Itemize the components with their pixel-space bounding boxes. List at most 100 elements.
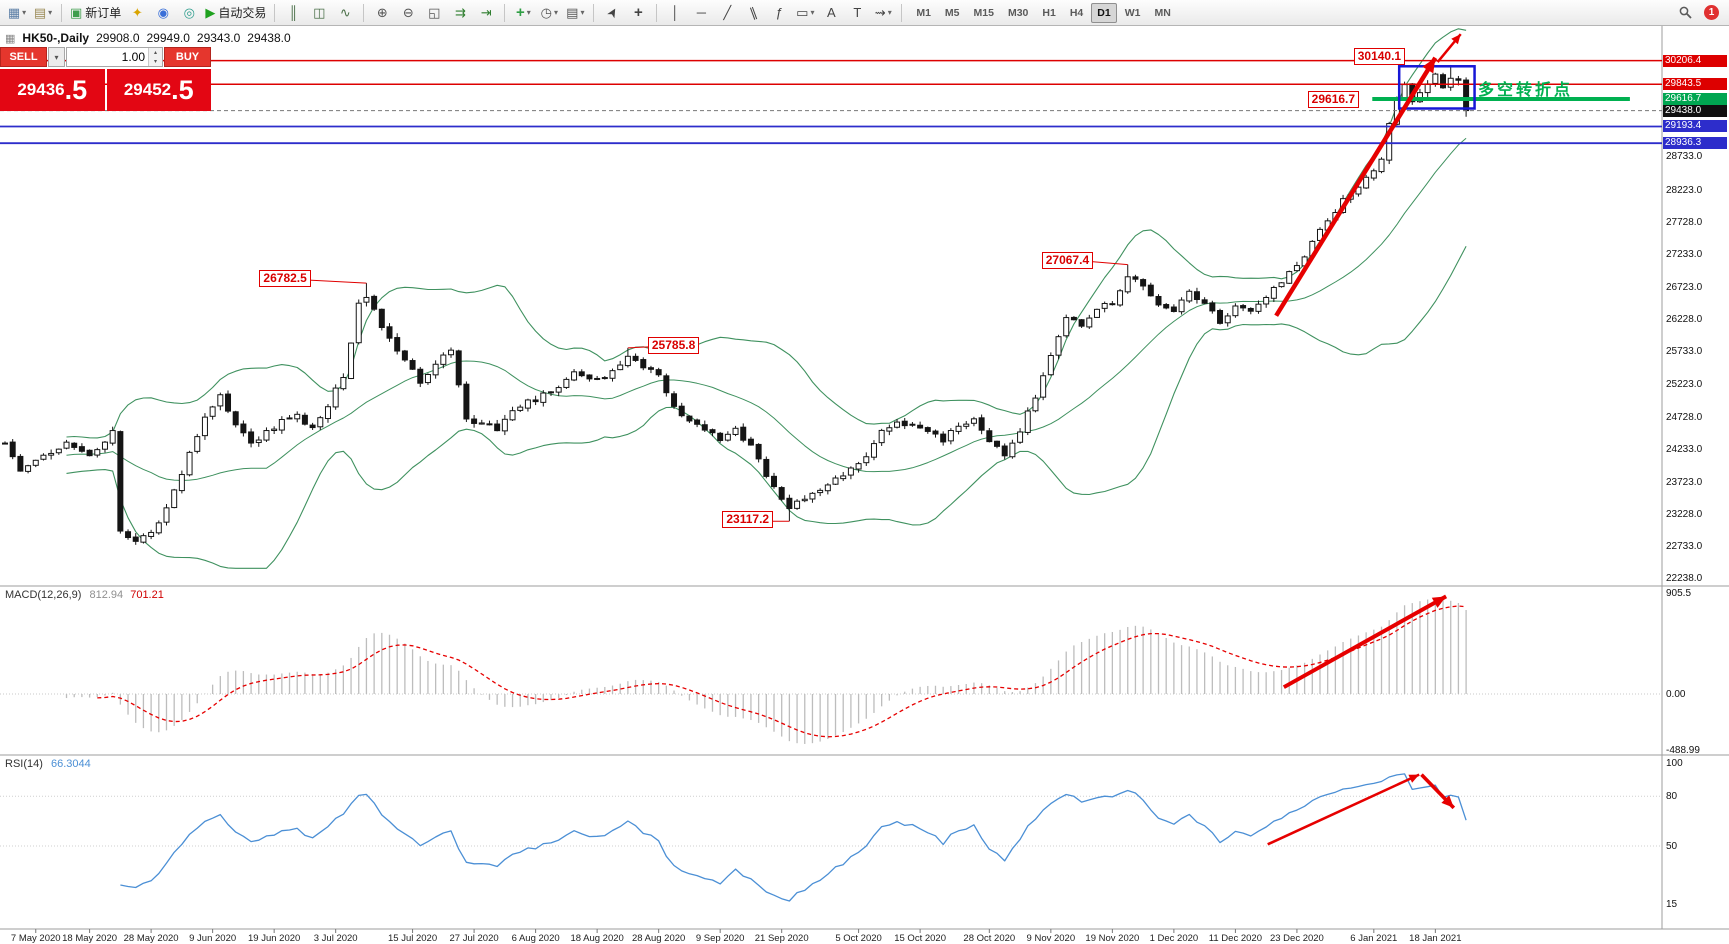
toolbar-separator [656,3,658,22]
community-icon: ◉ [157,5,169,20]
timeframe-m30[interactable]: M30 [1007,6,1029,19]
market-button[interactable]: ◎ [177,3,201,23]
toolbar-separator [504,3,506,22]
chart-shift-button[interactable]: ⇥ [474,3,498,23]
macd-indicator-label: MACD(12,26,9) 812.94 701.21 [5,589,164,601]
price-annotation[interactable]: 26782.5 [259,270,311,288]
caret-down-icon: ▾ [48,8,53,17]
timeframe-m1[interactable]: M1 [916,6,931,19]
rsi-axis-label: 50 [1666,841,1678,852]
new-chart-button[interactable]: ▦ ▾ [5,3,29,23]
rsi-axis-label: 80 [1666,791,1678,803]
candlestick-chart-button[interactable]: ◫ [307,3,331,23]
text-label-button[interactable]: T [845,3,869,23]
timeframe-mn[interactable]: MN [1154,6,1171,19]
rsi-axis-label: 15 [1666,899,1678,911]
caret-down-icon: ▾ [22,8,27,17]
horizontal-line-button[interactable]: ─ [689,3,713,23]
new-order-button[interactable]: ▣ 新订单 [68,3,123,23]
date-label: 5 Oct 2020 [835,933,882,944]
zoom-in-button[interactable]: ⊕ [370,3,394,23]
volume-decrease-button[interactable]: ▾ [149,57,162,66]
community-button[interactable]: ◉ [151,3,175,23]
ohlc-high: 29949.0 [146,31,190,45]
panel-separators [0,26,1729,930]
auto-scroll-button[interactable]: ⇉ [448,3,472,23]
price-annotation[interactable]: 23117.2 [722,511,774,529]
equidistant-channel-button[interactable]: ∥ [741,3,765,23]
timeframe-w1[interactable]: W1 [1124,6,1141,19]
volume-input[interactable] [67,48,148,66]
autotrading-icon: ▶ [205,5,216,20]
auto-scroll-icon: ⇉ [454,5,466,20]
arrows-icon: ⇝ [874,5,886,20]
date-label: 18 Aug 2020 [570,933,624,944]
arrows-button[interactable]: ⇝ ▾ [871,3,895,23]
date-label: 7 May 2020 [10,933,61,944]
candles-layer [2,64,1470,545]
timeframe-m5[interactable]: M5 [944,6,960,19]
volume-dropdown-button[interactable]: ▾ [48,47,65,67]
zoom-out-button[interactable]: ⊖ [396,3,420,23]
date-label: 9 Jun 2020 [189,933,237,944]
text-button[interactable]: A [819,3,843,23]
expert-advisors-button[interactable]: ✦ [125,3,149,23]
periods-button[interactable]: ◷ ▾ [537,3,561,23]
date-label: 19 Jun 2020 [247,933,301,944]
templates-icon: ▤ [566,5,579,20]
ohlc-open: 29908.0 [96,31,140,45]
vertical-line-icon: │ [671,5,680,20]
one-click-trading-panel: SELL ▾ ▴ ▾ BUY 29436.5 29452.5 [0,47,211,111]
turning-point-annotation[interactable]: 多空转折点 [1478,82,1574,99]
search-button[interactable] [1673,3,1697,23]
price-annotation[interactable]: 30140.1 [1353,47,1406,65]
trade-controls-row: SELL ▾ ▴ ▾ BUY [0,47,211,67]
price-axis-label: 27233.0 [1666,248,1703,260]
price-annotation[interactable]: 27067.4 [1041,251,1094,269]
macd-axis-label: 905.5 [1666,588,1692,599]
profiles-button[interactable]: ▤ ▾ [31,3,55,23]
templates-button[interactable]: ▤ ▾ [563,3,587,23]
expert-advisors-icon: ✦ [131,5,143,20]
date-label: 28 Oct 2020 [963,933,1016,944]
sell-price-button[interactable]: 29436.5 [0,69,105,111]
buy-price-button[interactable]: 29452.5 [106,69,211,111]
volume-spinner: ▴ ▾ [148,48,162,66]
notification-badge[interactable]: 1 [1704,5,1719,20]
symbol-period: HK50-,Daily [22,31,90,45]
timeframe-m15[interactable]: M15 [973,6,994,19]
rsi-axis-label: 100 [1666,758,1683,769]
sell-button[interactable]: SELL [0,47,47,67]
volume-increase-button[interactable]: ▴ [149,48,162,57]
crosshair-button[interactable]: + [626,3,650,23]
price-annotation[interactable]: 25785.8 [647,336,700,354]
autotrading-button[interactable]: ▶ 自动交易 [203,3,268,23]
line-chart-icon: ∿ [339,5,351,20]
shapes-button[interactable]: ▭ ▾ [793,3,817,23]
macd-main-value: 812.94 [89,589,124,601]
bollinger-bands [66,28,1467,569]
toolbar-groups: ▦ ▾ ▤ ▾ ▣ 新订单 ✦ ◉ ◎ ▶ 自动交易 ║ ◫ ∿ ⊕ ⊖ ◱ ⇉ ⇥ + ▾ ◷ ▾ ▤ ▾ ➤ + │ ─ ╱ ∥ ƒ ▭ ▾ A… [4,3,896,23]
timeframe-h1[interactable]: H1 [1042,6,1056,19]
vertical-line-button[interactable]: │ [663,3,687,23]
tile-windows-button[interactable]: ◱ [422,3,446,23]
buy-button[interactable]: BUY [164,47,211,67]
bar-chart-button[interactable]: ║ [281,3,305,23]
fibonacci-button[interactable]: ƒ [767,3,791,23]
indicators-button[interactable]: + ▾ [511,3,535,23]
trend-arrows[interactable] [1267,33,1462,846]
timeframe-h4[interactable]: H4 [1069,6,1084,19]
autotrading-button-label: 自动交易 [218,6,267,20]
line-chart-button[interactable]: ∿ [333,3,357,23]
caret-down-icon: ▾ [553,8,558,17]
price-annotation[interactable]: 29616.7 [1307,90,1360,108]
periods-icon: ◷ [540,5,552,20]
drawn-objects[interactable] [1372,65,1630,110]
rsi-name: RSI(14) [5,758,43,770]
trendline-button[interactable]: ╱ [715,3,739,23]
timeframe-d1[interactable]: D1 [1091,2,1117,23]
price-axis-marker: 28936.3 [1663,137,1727,150]
volume-field: ▴ ▾ [66,47,163,67]
cursor-button[interactable]: ➤ [600,3,624,23]
